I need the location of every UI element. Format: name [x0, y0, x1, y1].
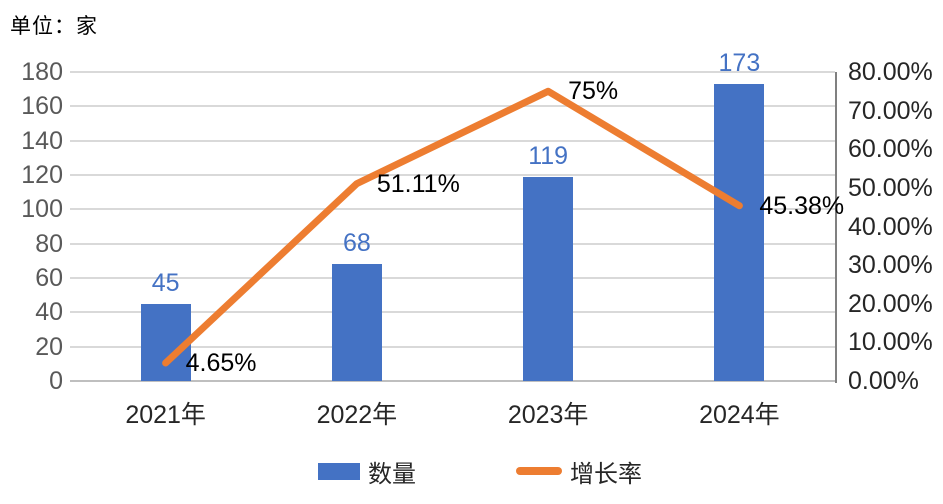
right-axis-line	[835, 72, 837, 383]
gridline	[70, 105, 835, 108]
legend-item-line: 增长率	[516, 455, 642, 488]
x-axis-label: 2021年	[125, 401, 206, 429]
growth-rate-line	[162, 87, 743, 367]
unit-label: 单位：家	[10, 15, 98, 38]
bar-2022年	[331, 264, 382, 381]
gridline	[70, 277, 835, 279]
line-point-label: 51.11%	[376, 169, 460, 198]
right-axis-tick: 80.00%	[848, 58, 933, 86]
right-axis-tick: 0.00%	[848, 367, 919, 395]
legend-item-bars: 数量	[318, 455, 416, 488]
legend-label: 增长率	[570, 460, 642, 488]
bar-2021年	[140, 303, 191, 381]
left-axis-tick: 160	[21, 92, 63, 121]
gridline	[70, 174, 835, 176]
legend-line-swatch-icon	[516, 467, 562, 475]
right-axis-tick: 70.00%	[848, 96, 933, 125]
plot-area	[70, 71, 837, 383]
bar-value-label: 119	[528, 141, 569, 170]
right-axis-tick: 30.00%	[848, 251, 933, 280]
left-axis-tick: 0	[49, 367, 63, 395]
gridline	[70, 208, 835, 211]
right-axis-tick: 40.00%	[848, 212, 933, 241]
gridline	[70, 311, 835, 314]
x-axis-label: 2024年	[699, 401, 780, 429]
left-axis-tick: 120	[21, 161, 63, 189]
right-axis-tick: 20.00%	[848, 289, 933, 318]
bar-value-label: 173	[718, 49, 761, 78]
bar-value-label: 45	[151, 268, 180, 297]
growth-rate-polyline	[162, 87, 743, 367]
bar-value-label: 68	[342, 229, 371, 258]
left-axis-tick: 140	[21, 126, 63, 155]
left-axis-tick: 80	[35, 229, 63, 258]
left-axis-tick: 180	[21, 58, 63, 86]
legend-label: 数量	[368, 460, 416, 488]
gridline	[70, 71, 835, 73]
gridline	[70, 345, 835, 348]
x-axis-line	[70, 380, 835, 382]
line-point-label: 4.65%	[185, 349, 257, 378]
left-axis-tick: 40	[35, 298, 63, 327]
left-axis-tick: 20	[35, 332, 63, 361]
right-axis-tick: 10.00%	[848, 328, 933, 357]
gridline	[70, 242, 835, 245]
right-axis-tick: 60.00%	[848, 135, 933, 164]
line-point-label: 75%	[568, 77, 619, 106]
right-axis-tick: 50.00%	[848, 173, 933, 202]
bar-2023年	[523, 176, 574, 381]
left-axis-tick: 60	[35, 264, 63, 292]
x-axis-label: 2022年	[316, 401, 398, 429]
x-axis-label: 2023年	[507, 401, 589, 429]
line-point-label: 45.38%	[759, 191, 845, 220]
bar-2024年	[714, 84, 765, 381]
legend-bar-swatch-icon	[318, 462, 360, 480]
left-axis-tick: 100	[21, 195, 63, 224]
